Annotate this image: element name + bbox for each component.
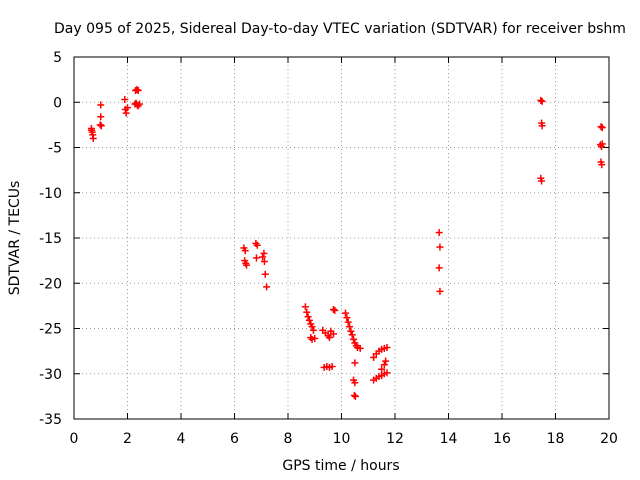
data-point bbox=[435, 264, 443, 272]
data-point bbox=[97, 113, 105, 121]
data-point bbox=[241, 247, 249, 255]
data-point bbox=[346, 323, 354, 331]
data-point bbox=[260, 249, 268, 257]
axis-ticks bbox=[73, 56, 610, 420]
data-point bbox=[253, 241, 261, 249]
data-point bbox=[537, 96, 545, 104]
data-point bbox=[331, 306, 339, 314]
data-point bbox=[436, 243, 444, 251]
data-point bbox=[538, 97, 546, 105]
data-point bbox=[597, 123, 605, 131]
data-point bbox=[131, 100, 139, 108]
data-point bbox=[356, 344, 364, 352]
grid bbox=[74, 57, 609, 419]
x-tick-label: 20 bbox=[600, 431, 618, 447]
x-tick-label: 10 bbox=[333, 431, 351, 447]
data-point bbox=[436, 287, 444, 295]
data-point bbox=[598, 124, 606, 132]
data-point bbox=[133, 86, 141, 94]
data-point bbox=[380, 361, 388, 369]
data-point bbox=[89, 134, 97, 142]
y-tick-label: 0 bbox=[53, 95, 62, 111]
y-axis-label: SDTVAR / TECUs bbox=[7, 181, 23, 296]
data-point bbox=[305, 316, 313, 324]
data-point bbox=[329, 330, 337, 338]
data-point bbox=[343, 314, 351, 322]
data-point bbox=[370, 353, 378, 361]
y-tick-labels: 5 0 -5 -10 -15 -20 -25 -30 -35 bbox=[39, 50, 62, 428]
data-point bbox=[325, 334, 333, 342]
y-tick-label: -20 bbox=[39, 276, 62, 292]
data-point bbox=[382, 357, 390, 365]
data-point bbox=[311, 334, 319, 342]
data-point bbox=[261, 270, 269, 278]
data-point bbox=[301, 303, 309, 311]
x-tick-label: 0 bbox=[70, 431, 79, 447]
data-point bbox=[263, 283, 271, 291]
data-point bbox=[303, 308, 311, 316]
x-tick-label: 6 bbox=[230, 431, 239, 447]
y-tick-label: -15 bbox=[39, 231, 62, 247]
x-tick-label: 16 bbox=[493, 431, 511, 447]
data-point bbox=[309, 326, 317, 334]
data-point bbox=[88, 126, 96, 134]
data-points bbox=[87, 86, 606, 400]
data-point bbox=[435, 229, 443, 237]
data-point bbox=[308, 323, 316, 331]
data-point bbox=[304, 313, 312, 321]
data-point bbox=[350, 335, 358, 343]
data-point bbox=[97, 101, 105, 109]
y-tick-label: 5 bbox=[53, 50, 62, 66]
data-point bbox=[121, 96, 129, 104]
data-point bbox=[383, 369, 391, 377]
data-point bbox=[328, 363, 336, 371]
x-tick-labels: 0 2 4 6 8 10 12 14 16 18 20 bbox=[70, 431, 618, 447]
data-point bbox=[342, 309, 350, 317]
data-point bbox=[538, 122, 546, 130]
data-point bbox=[598, 161, 606, 169]
x-tick-label: 2 bbox=[123, 431, 132, 447]
data-point bbox=[329, 305, 337, 313]
data-point bbox=[350, 391, 358, 399]
data-point bbox=[378, 365, 386, 373]
data-point bbox=[96, 121, 104, 129]
y-tick-label: -10 bbox=[39, 186, 62, 202]
data-point bbox=[260, 258, 268, 266]
data-point bbox=[134, 86, 142, 94]
x-tick-label: 4 bbox=[177, 431, 186, 447]
y-tick-label: -35 bbox=[39, 412, 62, 428]
chart-title: Day 095 of 2025, Sidereal Day-to-day VTE… bbox=[54, 21, 626, 37]
data-point bbox=[243, 261, 251, 269]
data-point bbox=[124, 104, 131, 112]
data-point bbox=[344, 318, 352, 326]
x-axis-label: GPS time / hours bbox=[282, 458, 399, 474]
data-point bbox=[351, 359, 359, 367]
data-point bbox=[351, 392, 359, 400]
x-tick-label: 8 bbox=[284, 431, 293, 447]
data-point bbox=[351, 379, 359, 387]
data-point bbox=[383, 344, 391, 352]
data-point bbox=[538, 177, 546, 185]
data-point bbox=[348, 331, 356, 339]
data-point bbox=[347, 327, 355, 335]
x-tick-label: 14 bbox=[440, 431, 458, 447]
y-tick-label: -30 bbox=[39, 367, 62, 383]
data-point bbox=[598, 140, 606, 148]
data-point bbox=[122, 109, 130, 117]
y-tick-label: -5 bbox=[48, 141, 62, 157]
y-tick-label: -25 bbox=[39, 322, 62, 338]
x-tick-label: 12 bbox=[386, 431, 404, 447]
data-point bbox=[259, 253, 267, 261]
data-point bbox=[97, 122, 105, 130]
data-point bbox=[252, 254, 260, 262]
x-tick-label: 18 bbox=[547, 431, 565, 447]
